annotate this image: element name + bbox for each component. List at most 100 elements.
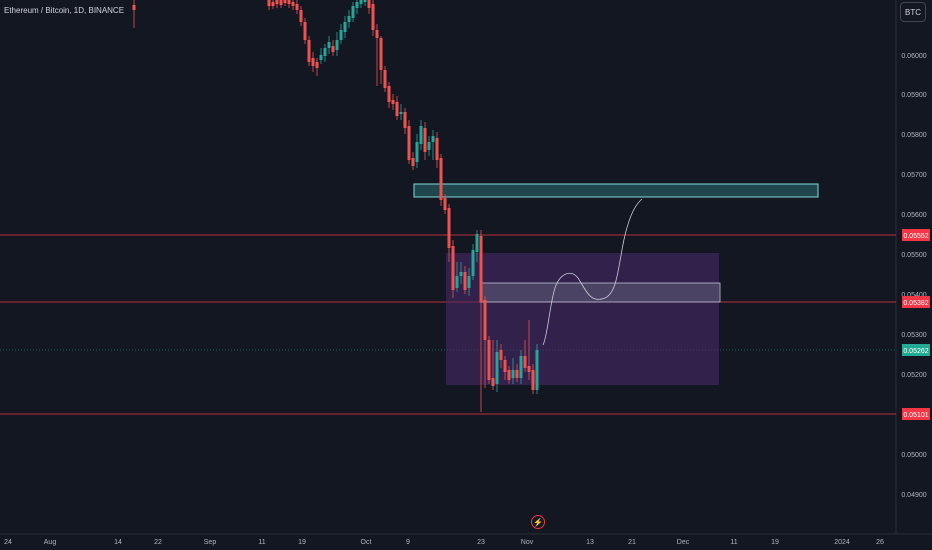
time-tick-label: Oct [361, 539, 372, 546]
candle [363, 0, 367, 6]
time-tick-label: 13 [586, 539, 594, 546]
price-badge-current: 0.05262 [902, 344, 930, 356]
candle [451, 240, 455, 298]
candle [511, 358, 515, 384]
price-tick-label: 0.06000 [901, 53, 926, 60]
candle [455, 262, 459, 292]
candle [491, 340, 495, 390]
candle [535, 344, 539, 394]
time-tick-label: 22 [154, 539, 162, 546]
candle [379, 36, 383, 84]
candle [531, 364, 535, 394]
candle [503, 356, 507, 380]
candle [267, 0, 271, 10]
candle [375, 24, 379, 86]
candle [387, 82, 391, 108]
candle [463, 266, 467, 294]
lightning-icon[interactable]: ⚡ [531, 515, 545, 529]
candle [307, 36, 311, 66]
candle [483, 296, 487, 388]
candle [335, 32, 339, 56]
candle [507, 366, 511, 384]
price-tick-label: 0.05500 [901, 252, 926, 259]
candle [515, 364, 519, 382]
price-axis[interactable]: 0.06000 0.05900 0.05800 0.05700 0.05600 0.055… [901, 53, 926, 499]
price-tick-label: 0.05000 [901, 452, 926, 459]
candle [331, 40, 335, 56]
candle [419, 120, 423, 150]
candle [315, 58, 319, 76]
range-box[interactable] [446, 253, 719, 385]
supply-zone[interactable] [413, 183, 819, 198]
candle [527, 320, 531, 380]
candle [327, 36, 331, 54]
price-tick-label: 0.05200 [901, 372, 926, 379]
candle [435, 132, 439, 168]
price-badge-0.05382: 0.05382 [902, 296, 930, 308]
candle [132, 0, 136, 28]
candle [471, 244, 475, 280]
candle [339, 24, 343, 44]
candle [275, 0, 279, 8]
candle [299, 6, 303, 26]
candle [443, 194, 447, 214]
candle [351, 2, 355, 22]
price-tick-label: 0.05700 [901, 172, 926, 179]
time-tick-label: 21 [628, 539, 636, 546]
time-tick-label: 14 [114, 539, 122, 546]
price-tick-label: 0.05900 [901, 92, 926, 99]
candle [367, 0, 371, 14]
time-tick-label: 11 [258, 539, 265, 546]
time-tick-label: 2024 [834, 539, 850, 546]
candle [347, 10, 351, 28]
candle [283, 0, 287, 6]
time-tick-label: 9 [406, 539, 410, 546]
candle [311, 52, 315, 72]
candle [319, 48, 323, 64]
time-tick-label: 24 [4, 539, 12, 546]
candle [287, 0, 291, 8]
badge-label: 0.05552 [903, 233, 928, 240]
candle [403, 108, 407, 134]
symbol-title: Ethereum / Bitcoin, 1D, BINANCE [4, 6, 125, 15]
candle [467, 268, 471, 296]
candle [407, 120, 411, 164]
candles [132, 0, 539, 412]
price-tick-label: 0.05300 [901, 332, 926, 339]
candle [371, 0, 375, 36]
candle [475, 230, 479, 262]
time-tick-label: 26 [876, 539, 884, 546]
badge-label: 0.05382 [903, 300, 928, 307]
candle [519, 350, 523, 384]
candle [495, 340, 499, 392]
currency-button[interactable]: BTC [900, 2, 926, 22]
candle [395, 96, 399, 120]
candle [355, 0, 359, 14]
candle [499, 344, 503, 368]
price-badge-0.05101: 0.05101 [902, 408, 930, 420]
badge-label: 0.05101 [903, 412, 928, 419]
candle [479, 230, 483, 412]
price-tick-label: 0.05600 [901, 212, 926, 219]
candle [399, 104, 403, 120]
time-axis[interactable]: 24 Aug 14 22 Sep 11 19 Oct 9 23 Nov 13 21 Dec 11 19 2024… [4, 539, 884, 546]
candle [323, 44, 327, 62]
price-badge-0.05552: 0.05552 [902, 229, 930, 241]
candle [295, 0, 299, 14]
candle [279, 0, 283, 8]
candle [271, 0, 275, 9]
candle [383, 66, 387, 92]
candle [423, 122, 427, 160]
candle [411, 152, 415, 170]
candle [415, 134, 419, 168]
time-tick-label: Nov [521, 539, 534, 546]
candle [303, 18, 307, 44]
projection-path[interactable] [542, 198, 643, 346]
candle [427, 136, 431, 156]
candle [523, 340, 527, 372]
candle [487, 336, 491, 384]
badge-label: 0.05262 [903, 348, 928, 355]
time-tick-label: Sep [204, 539, 217, 546]
